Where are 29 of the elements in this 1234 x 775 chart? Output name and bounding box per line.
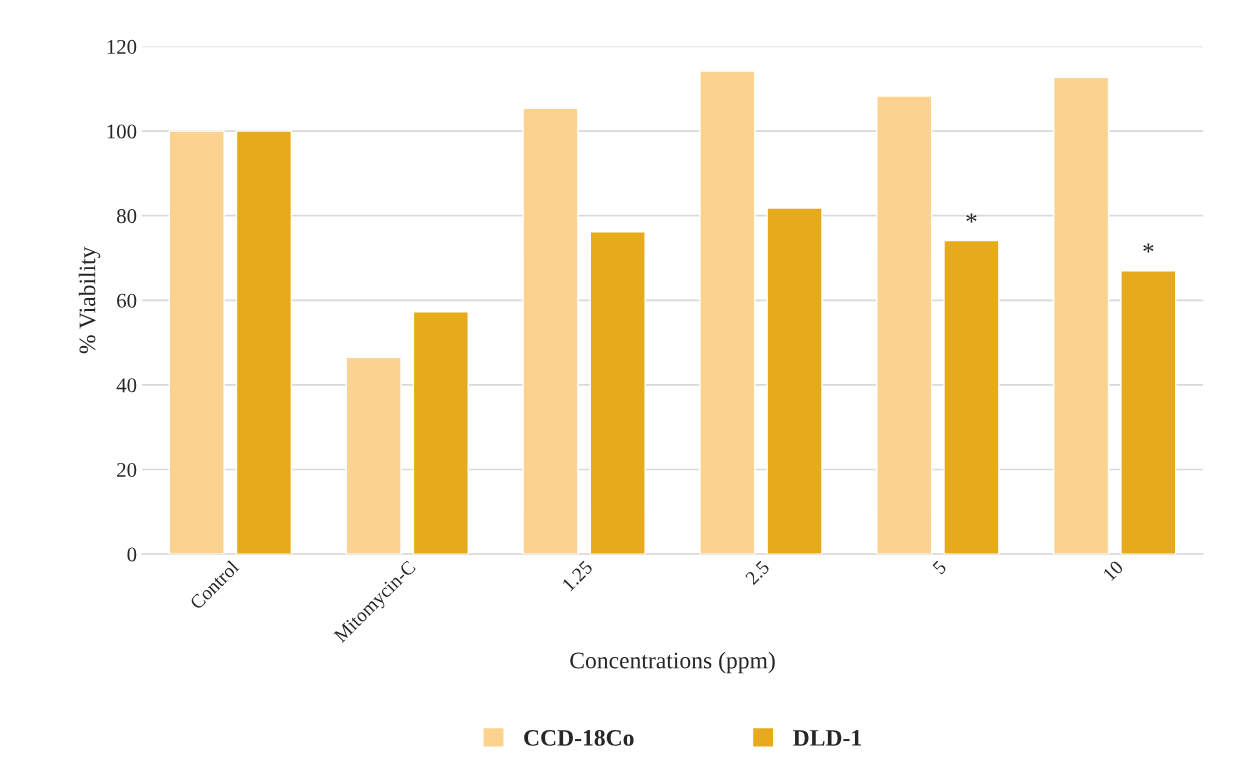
bar	[412, 311, 469, 555]
y-tick-label: 120	[107, 39, 137, 54]
bar	[589, 231, 646, 555]
x-tick-label: 5	[932, 560, 947, 575]
x-tick-label: 1.25	[561, 559, 594, 592]
y-tick-label: 20	[117, 462, 137, 477]
bar	[943, 239, 1000, 555]
bar	[522, 107, 579, 555]
bar	[699, 70, 756, 555]
bar	[168, 130, 225, 555]
bar	[766, 207, 823, 555]
bar	[235, 130, 293, 555]
annotation: *	[966, 213, 977, 223]
x-tick-label: 2.5	[744, 559, 771, 586]
y-tick-label: 0	[127, 547, 137, 562]
y-axis-title: % Viability	[78, 246, 101, 354]
bar	[345, 356, 402, 555]
y-tick-label: 40	[116, 378, 137, 393]
bar	[876, 95, 933, 555]
legend-label: DLD-1	[793, 730, 861, 746]
bar	[1052, 76, 1110, 555]
y-tick-label: 100	[107, 124, 137, 139]
legend-label: CCD-18Co	[524, 729, 634, 746]
x-tick-label: 10	[1102, 559, 1124, 582]
y-tick-label: 60	[117, 293, 137, 308]
x-axis-title: Concentrations (ppm)	[570, 651, 775, 674]
y-tick-label: 80	[117, 209, 137, 224]
annotation: *	[1143, 243, 1154, 253]
bar	[1120, 270, 1177, 555]
